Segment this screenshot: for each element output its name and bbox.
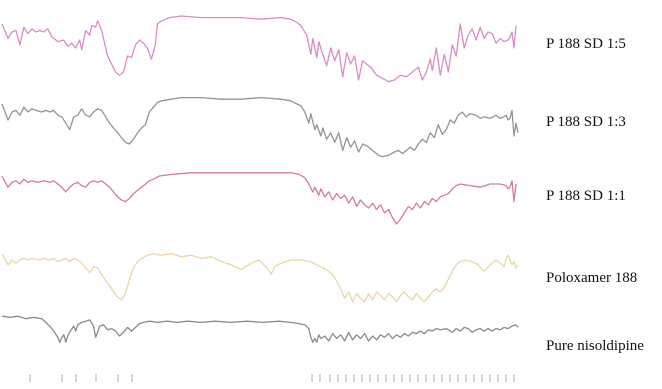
trace-label-5: Pure nisoldipine [546, 338, 644, 354]
trace-label-2: P 188 SD 1:3 [546, 114, 626, 130]
trace-label-3: P 188 SD 1:1 [546, 188, 626, 204]
spectrum-line-2 [1, 96, 519, 158]
spectrum-line-4 [1, 252, 519, 303]
trace-labels: P 188 SD 1:5 P 188 SD 1:3 P 188 SD 1:1 Polo… [546, 36, 644, 354]
spectra-traces [1, 15, 519, 343]
x-axis-tick-marks [29, 374, 515, 382]
trace-label-1: P 188 SD 1:5 [546, 36, 626, 52]
spectrum-line-1 [1, 15, 517, 83]
spectrum-line-5 [1, 315, 519, 343]
spectrum-line-3 [1, 172, 517, 225]
trace-label-4: Poloxamer 188 [546, 270, 637, 286]
